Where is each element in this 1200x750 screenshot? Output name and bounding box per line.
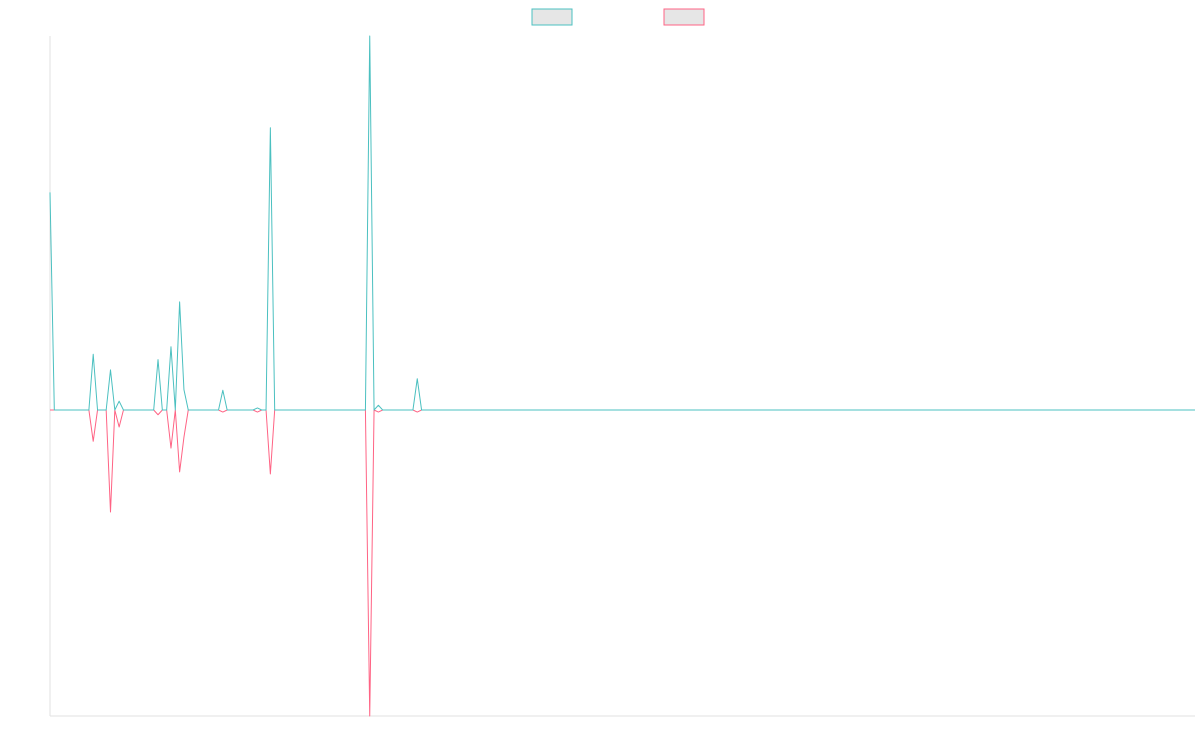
legend-swatch[interactable] — [531, 8, 573, 26]
series-line — [50, 409, 1195, 717]
series-line — [49, 35, 1195, 411]
legend-swatch[interactable] — [663, 8, 705, 26]
